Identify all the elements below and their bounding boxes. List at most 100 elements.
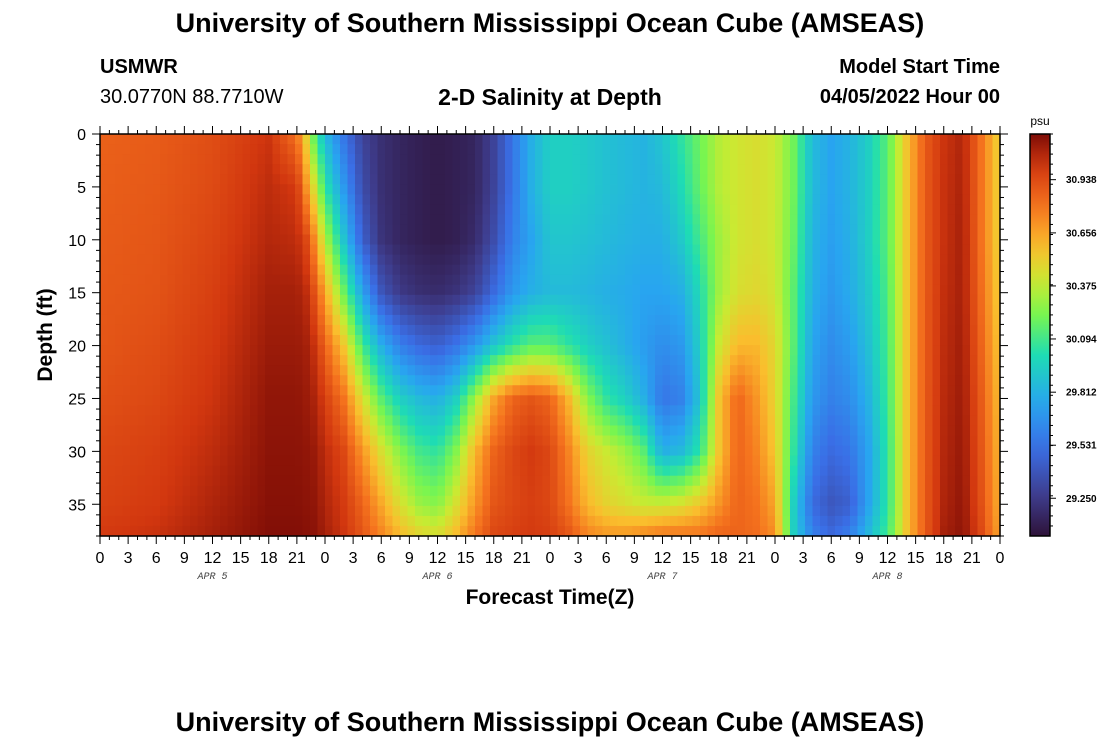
heatmap-cell: [542, 385, 551, 396]
heatmap-cell: [932, 345, 941, 356]
heatmap-cell: [797, 234, 806, 246]
heatmap-cell: [107, 435, 116, 447]
heatmap-cell: [895, 314, 904, 326]
heatmap-cell: [670, 204, 679, 215]
heatmap-cell: [370, 264, 379, 276]
heatmap-cell: [467, 284, 476, 296]
heatmap-cell: [505, 134, 514, 145]
heatmap-cell: [392, 505, 401, 517]
heatmap-cell: [520, 154, 529, 165]
heatmap-cell: [805, 204, 814, 215]
heatmap-cell: [332, 355, 341, 366]
heatmap-cell: [985, 164, 994, 175]
heatmap-cell: [677, 284, 686, 296]
heatmap-cell: [610, 254, 619, 266]
heatmap-cell: [865, 365, 874, 376]
heatmap-cell: [602, 214, 611, 226]
heatmap-cell: [947, 495, 956, 507]
heatmap-cell: [565, 415, 574, 427]
heatmap-cell: [970, 435, 979, 447]
heatmap-cell: [685, 304, 694, 316]
heatmap-cell: [242, 164, 251, 175]
heatmap-cell: [272, 284, 281, 296]
heatmap-cell: [385, 335, 394, 346]
heatmap-cell: [107, 194, 116, 205]
heatmap-cell: [857, 174, 866, 185]
heatmap-cell: [730, 505, 739, 517]
heatmap-cell: [497, 304, 506, 316]
heatmap-cell: [497, 335, 506, 346]
heatmap-cell: [610, 234, 619, 246]
heatmap-cell: [782, 264, 791, 276]
heatmap-cell: [872, 164, 881, 175]
heatmap-cell: [587, 154, 596, 165]
heatmap-cell: [812, 184, 821, 195]
heatmap-cell: [400, 355, 409, 366]
heatmap-cell: [385, 134, 394, 145]
heatmap-cell: [595, 284, 604, 296]
heatmap-cell: [917, 154, 926, 165]
heatmap-cell: [947, 264, 956, 276]
heatmap-cell: [625, 194, 634, 205]
heatmap-cell: [235, 214, 244, 226]
heatmap-cell: [872, 224, 881, 236]
heatmap-cell: [910, 284, 919, 296]
heatmap-cell: [557, 415, 566, 427]
heatmap-cell: [332, 164, 341, 175]
heatmap-cell: [542, 505, 551, 517]
heatmap-cell: [700, 284, 709, 296]
heatmap-cell: [392, 234, 401, 246]
heatmap-cell: [182, 214, 191, 226]
heatmap-cell: [700, 224, 709, 236]
heatmap-cell: [775, 264, 784, 276]
heatmap-cell: [655, 154, 664, 165]
heatmap-cell: [317, 144, 326, 155]
heatmap-cell: [947, 425, 956, 437]
heatmap-cell: [580, 475, 589, 487]
heatmap-cell: [332, 515, 341, 527]
heatmap-cell: [827, 314, 836, 326]
heatmap-cell: [887, 134, 896, 145]
heatmap-cell: [452, 405, 461, 416]
heatmap-cell: [347, 324, 356, 336]
heatmap-cell: [872, 345, 881, 356]
heatmap-cell: [347, 465, 356, 477]
heatmap-cell: [760, 224, 769, 236]
heatmap-cell: [107, 134, 116, 145]
heatmap-cell: [490, 435, 499, 447]
heatmap-cell: [347, 485, 356, 497]
heatmap-cell: [250, 214, 259, 226]
heatmap-cell: [940, 224, 949, 236]
heatmap-cell: [370, 505, 379, 517]
heatmap-cell: [392, 515, 401, 527]
heatmap-cell: [527, 134, 536, 145]
heatmap-cell: [580, 445, 589, 457]
heatmap-cell: [827, 264, 836, 276]
heatmap-cell: [407, 244, 416, 256]
heatmap-cell: [977, 214, 986, 226]
heatmap-cell: [257, 294, 266, 306]
heatmap-cell: [880, 375, 889, 386]
heatmap-cell: [625, 505, 634, 517]
heatmap-cell: [805, 355, 814, 366]
heatmap-cell: [287, 244, 296, 256]
heatmap-cell: [865, 204, 874, 215]
heatmap-cell: [977, 355, 986, 366]
heatmap-cell: [752, 525, 761, 537]
heatmap-cell: [437, 465, 446, 477]
heatmap-cell: [580, 515, 589, 527]
heatmap-cell: [302, 345, 311, 356]
heatmap-cell: [122, 284, 131, 296]
heatmap-cell: [115, 224, 124, 236]
heatmap-cell: [640, 304, 649, 316]
heatmap-cell: [212, 485, 221, 497]
heatmap-cell: [662, 385, 671, 396]
heatmap-cell: [527, 254, 536, 266]
heatmap-cell: [790, 144, 799, 155]
heatmap-cell: [550, 264, 559, 276]
heatmap-cell: [587, 405, 596, 416]
heatmap-cell: [932, 314, 941, 326]
heatmap-cell: [640, 475, 649, 487]
heatmap-cell: [970, 264, 979, 276]
heatmap-cell: [572, 294, 581, 306]
